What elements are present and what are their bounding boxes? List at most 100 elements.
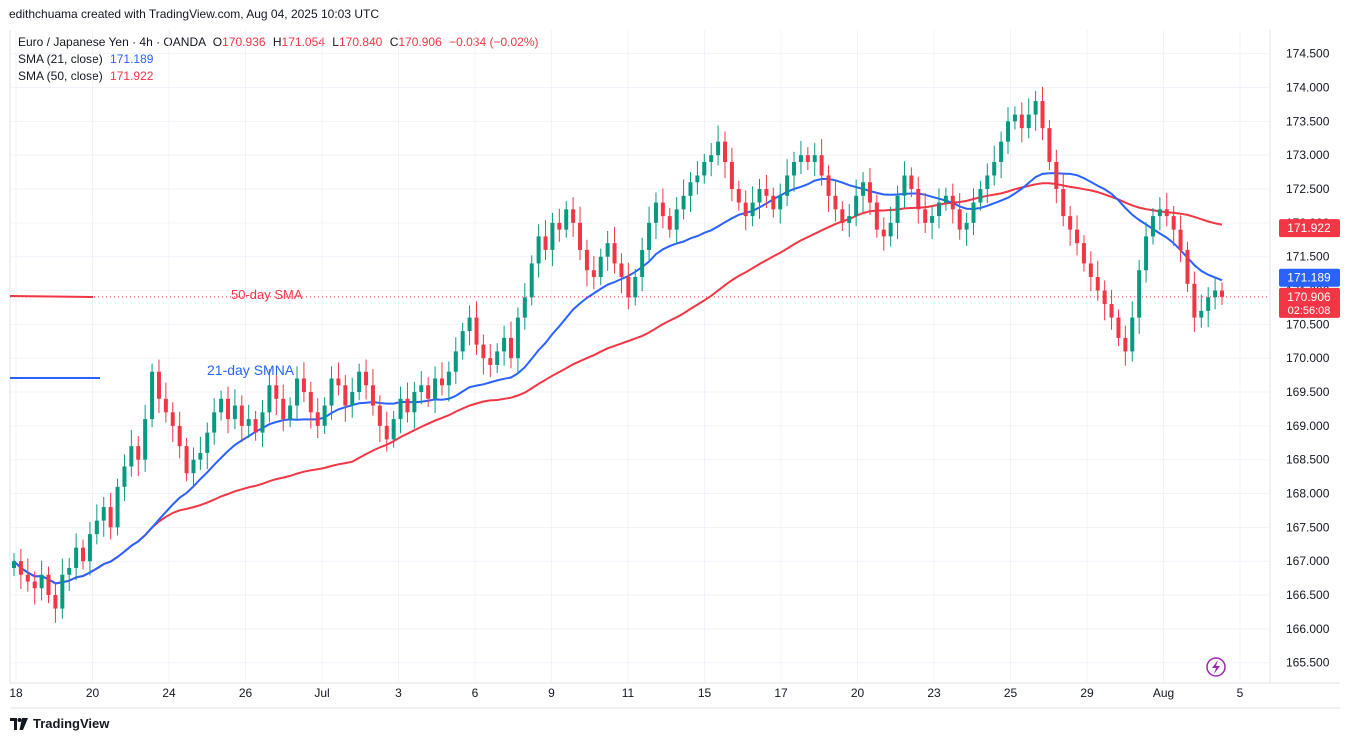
candle-body bbox=[1061, 189, 1066, 217]
candles bbox=[12, 86, 1224, 623]
candle-body bbox=[771, 195, 776, 210]
x-tick-label: 9 bbox=[548, 686, 555, 700]
chart-credit: edithchuama created with TradingView.com… bbox=[9, 7, 380, 21]
candle-body bbox=[681, 195, 686, 210]
candle-body bbox=[598, 256, 603, 277]
candle-body bbox=[964, 222, 969, 230]
y-tick-label: 174.500 bbox=[1286, 47, 1330, 61]
candle-body bbox=[571, 209, 576, 223]
candle-body bbox=[1213, 290, 1218, 298]
candle-body bbox=[433, 378, 438, 399]
y-tick-label: 169.000 bbox=[1286, 419, 1330, 433]
candle-body bbox=[529, 263, 534, 298]
candle-body bbox=[246, 419, 251, 426]
candle-body bbox=[467, 317, 472, 332]
candle-body bbox=[1068, 216, 1073, 230]
sma50-marker-line bbox=[9, 295, 94, 298]
open-value: 170.936 bbox=[222, 35, 266, 49]
candle-body bbox=[488, 358, 493, 365]
candle-body bbox=[474, 317, 479, 345]
candle-body bbox=[357, 371, 362, 393]
candle-body bbox=[350, 392, 355, 406]
candle-body bbox=[702, 161, 707, 176]
candle-body bbox=[667, 216, 672, 230]
candle-body bbox=[736, 189, 741, 203]
candle-body bbox=[1116, 317, 1121, 338]
y-tick-label: 170.500 bbox=[1286, 317, 1330, 331]
candle-body bbox=[53, 595, 58, 609]
candle-body bbox=[985, 175, 990, 190]
candle-body bbox=[191, 459, 196, 474]
sma50-row[interactable]: SMA (50, close) 171.922 bbox=[18, 68, 539, 85]
candle-body bbox=[426, 385, 431, 399]
sma21-row[interactable]: SMA (21, close) 171.189 bbox=[18, 51, 539, 68]
x-tick-label: 3 bbox=[395, 686, 402, 700]
candle-body bbox=[108, 507, 113, 528]
candle-body bbox=[1026, 114, 1031, 129]
candle-body bbox=[764, 189, 769, 196]
candle-body bbox=[1095, 276, 1100, 291]
sma21-value: 171.189 bbox=[110, 52, 154, 66]
x-tick-label: 15 bbox=[698, 686, 712, 700]
candle-body bbox=[398, 398, 403, 420]
annotation-sma21: 21-day SMNA bbox=[207, 362, 295, 378]
candle-body bbox=[184, 446, 189, 474]
candle-body bbox=[12, 561, 16, 568]
candle-body bbox=[495, 351, 500, 365]
annotation-sma50: 50-day SMA bbox=[231, 287, 303, 302]
x-tick-label: 17 bbox=[774, 686, 788, 700]
candle-body bbox=[1171, 216, 1176, 230]
candle-body bbox=[936, 202, 941, 217]
y-tick-label: 174.000 bbox=[1286, 81, 1330, 95]
price-badge-timer: 02:56:08 bbox=[1288, 305, 1331, 317]
price-badge-value: 170.906 bbox=[1287, 290, 1331, 304]
tradingview-brand[interactable]: TradingView bbox=[10, 716, 109, 731]
candle-body bbox=[46, 574, 51, 596]
symbol-name[interactable]: Euro / Japanese Yen · 4h · OANDA bbox=[18, 35, 206, 49]
y-tick-label: 168.500 bbox=[1286, 453, 1330, 467]
candle-body bbox=[826, 175, 831, 196]
x-tick-label: 5 bbox=[1237, 686, 1244, 700]
candle-body bbox=[1006, 121, 1011, 142]
open-label: O bbox=[212, 35, 223, 49]
candle-body bbox=[67, 567, 72, 575]
candle-body bbox=[405, 398, 410, 413]
candle-body bbox=[322, 405, 327, 426]
candle-body bbox=[177, 425, 182, 447]
sma21-label: SMA (21, close) bbox=[18, 52, 103, 66]
candle-body bbox=[1220, 290, 1224, 297]
candle-body bbox=[916, 189, 921, 210]
candle-body bbox=[709, 155, 714, 162]
candle-body bbox=[315, 412, 320, 426]
candle-body bbox=[274, 385, 279, 399]
candle-body bbox=[212, 412, 217, 433]
candle-body bbox=[647, 222, 652, 250]
candle-body bbox=[861, 182, 866, 196]
candle-body bbox=[446, 371, 451, 386]
candle-body bbox=[536, 236, 541, 264]
candle-body bbox=[660, 202, 665, 217]
high-label: H bbox=[272, 35, 282, 49]
y-tick-label: 171.000 bbox=[1286, 284, 1330, 298]
candle-body bbox=[1130, 317, 1135, 352]
candle-body bbox=[1109, 304, 1114, 318]
candle-body bbox=[1123, 337, 1128, 352]
candle-body bbox=[81, 547, 86, 562]
y-tick-label: 168.000 bbox=[1286, 487, 1330, 501]
candle-body bbox=[943, 195, 948, 203]
candle-body bbox=[143, 419, 148, 460]
candle-body bbox=[1019, 114, 1024, 129]
x-tick-label: Aug bbox=[1153, 686, 1174, 700]
candle-body bbox=[923, 209, 928, 223]
candle-body bbox=[1192, 283, 1197, 318]
candle-body bbox=[1150, 216, 1155, 237]
candle-body bbox=[909, 175, 914, 190]
lightning-icon[interactable] bbox=[1206, 657, 1226, 677]
candle-body bbox=[281, 398, 286, 420]
chart-annotations: 50-day SMA 21-day SMNA bbox=[9, 287, 303, 379]
candle-body bbox=[267, 385, 272, 413]
candle-body bbox=[219, 398, 224, 413]
candle-body bbox=[812, 155, 817, 162]
tradingview-logo-icon bbox=[10, 717, 28, 730]
